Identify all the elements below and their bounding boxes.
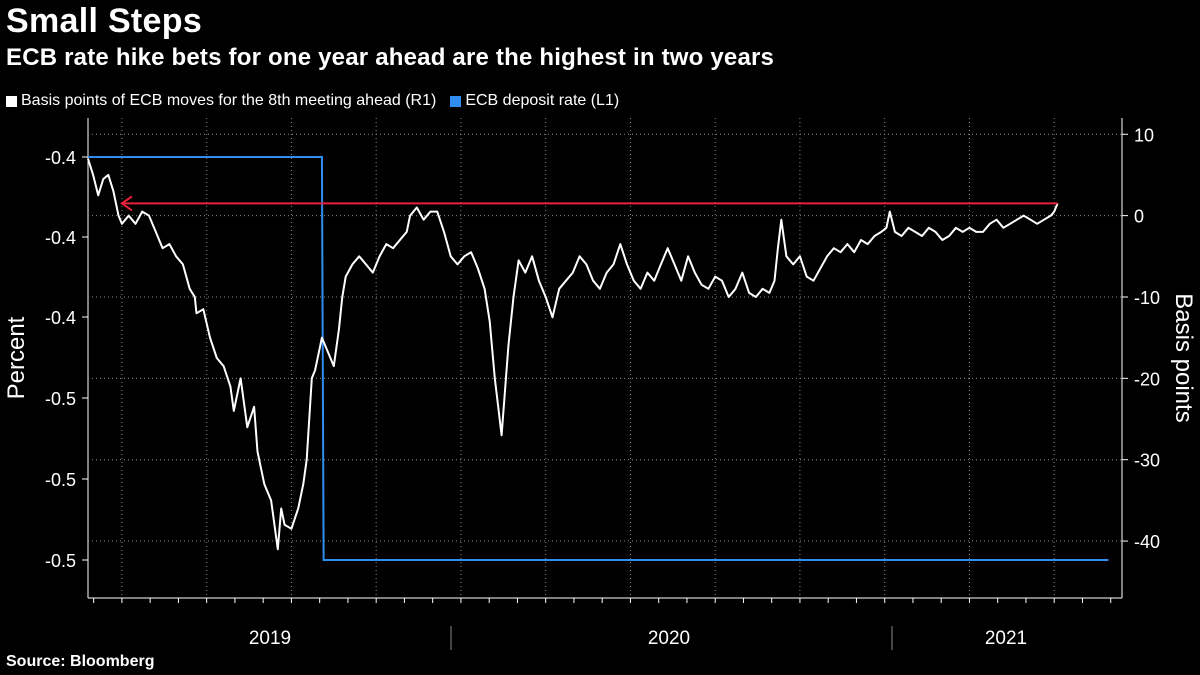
left-tick-label: -0.5 [45, 389, 76, 409]
legend-item-deposit-rate: ECB deposit rate (L1) [450, 92, 619, 110]
annotation-arrow-head [120, 195, 133, 212]
left-tick-label: -0.4 [45, 148, 76, 168]
chart-subtitle: ECB rate hike bets for one year ahead ar… [6, 44, 775, 71]
series-line-deposit-rate [88, 156, 1109, 561]
left-tick-label: -0.4 [45, 308, 76, 328]
right-tick-label: -40 [1134, 532, 1160, 552]
legend-label-deposit-rate: ECB deposit rate (L1) [465, 92, 620, 109]
right-tick-label: -30 [1134, 451, 1160, 471]
left-tick-label: -0.4 [45, 228, 76, 248]
right-tick-label: -20 [1134, 369, 1160, 389]
left-tick-label: -0.5 [45, 470, 76, 490]
legend-swatch-blue [450, 95, 462, 107]
x-label-2021: 2021 [985, 628, 1027, 649]
left-tick-label: -0.5 [45, 551, 76, 571]
right-tick-label: -10 [1134, 288, 1160, 308]
legend-label-basis-points: Basis points of ECB moves for the 8th me… [21, 92, 437, 109]
left-axis-title: Percent [3, 316, 30, 399]
x-label-2019: 2019 [249, 628, 291, 649]
source-note: Source: Bloomberg [6, 653, 155, 670]
right-axis-title: Basis points [1170, 293, 1197, 422]
legend-swatch-white [6, 95, 17, 107]
legend-item-basis-points: Basis points of ECB moves for the 8th me… [6, 92, 436, 110]
right-tick-label: 0 [1134, 207, 1144, 227]
x-label-2020: 2020 [648, 628, 690, 649]
series-line-basis-points [87, 158, 1059, 551]
right-tick-label: 10 [1134, 125, 1154, 145]
chart-title: Small Steps [6, 2, 203, 40]
legend: Basis points of ECB moves for the 8th me… [6, 92, 633, 110]
